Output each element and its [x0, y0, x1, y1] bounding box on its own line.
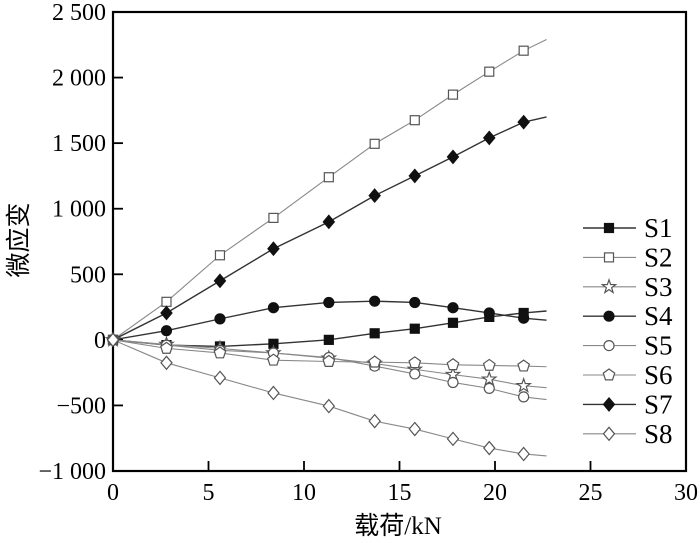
legend-marker-S8: [602, 426, 616, 442]
x-tick-label: 25: [579, 480, 603, 506]
series-S8-marker: [213, 370, 227, 386]
series-S2-line: [112, 39, 547, 341]
series-S2-marker: [323, 172, 334, 183]
series-S6-marker: [446, 358, 460, 371]
y-tick-label: 2 500: [52, 0, 106, 26]
series-S4-marker: [447, 302, 459, 314]
series-S8-marker: [106, 332, 120, 348]
series-S7-marker: [322, 214, 336, 230]
series-S4-marker: [214, 313, 226, 325]
series-S5-marker: [409, 368, 421, 380]
legend-marker-S5: [603, 340, 615, 352]
series-S6-marker: [517, 359, 531, 372]
series-S3-marker: [480, 370, 498, 387]
x-axis-title: 载荷/kN: [354, 513, 442, 540]
series-S5-marker: [518, 391, 530, 403]
series-S8-marker: [160, 355, 173, 371]
series-S1-marker: [369, 328, 380, 339]
series-S1-marker: [409, 323, 420, 334]
series-S1-marker: [323, 334, 334, 345]
series-S2-marker: [161, 296, 172, 307]
series-S4-marker: [323, 296, 335, 309]
series-S1-marker: [447, 317, 459, 328]
plot-border: [111, 10, 688, 473]
x-tick-label: 30: [674, 480, 698, 506]
series-S7-marker: [408, 168, 422, 184]
series-S7-marker: [517, 114, 530, 130]
legend-label-S4: S4: [644, 301, 673, 331]
x-tick-label: 15: [388, 480, 412, 506]
series-S8-marker: [368, 413, 381, 429]
series-S8-marker: [517, 446, 530, 462]
y-tick-label: 2 000: [52, 66, 106, 92]
series-S4-marker: [267, 302, 280, 314]
legend-label-S3: S3: [644, 272, 673, 302]
series-S2-marker: [369, 138, 380, 149]
legend-label-S7: S7: [644, 389, 673, 419]
y-tick-label: −1 000: [38, 459, 106, 485]
series-S5-marker: [447, 376, 459, 389]
series-S2-marker: [518, 45, 529, 56]
series-S2-marker: [447, 89, 459, 100]
legend-marker-S3: [600, 277, 618, 294]
y-tick-label: 500: [70, 262, 106, 288]
legend-label-S1: S1: [644, 213, 673, 243]
y-axis-title: 微应变: [6, 202, 33, 278]
y-tick-label: 0: [94, 328, 106, 354]
series-S7-marker: [482, 130, 496, 146]
legend-marker-S6: [602, 368, 616, 381]
series-S7-marker: [267, 241, 280, 257]
series-S8-marker: [482, 440, 496, 456]
series-S5-line: [112, 339, 547, 401]
legend-marker-S2: [603, 252, 615, 263]
series-S7-marker: [446, 149, 460, 165]
legend-label-S2: S2: [644, 242, 673, 272]
series-S4-marker: [369, 295, 381, 307]
series-S4-marker: [518, 312, 530, 324]
series-S8-marker: [446, 431, 460, 447]
y-tick-label: 1 500: [52, 131, 106, 157]
series-S8-marker: [322, 398, 336, 414]
legend-label-S6: S6: [644, 360, 673, 390]
legend-marker-S1: [603, 222, 615, 234]
series-S7-marker: [160, 305, 173, 321]
series-S6-marker: [160, 341, 173, 354]
x-tick-label: 20: [483, 480, 507, 506]
series-S8-marker: [267, 385, 280, 401]
series-S6-marker: [408, 356, 422, 369]
x-tick-label: 10: [292, 480, 316, 506]
legend-marker-S4: [603, 310, 615, 322]
series-S2-marker: [214, 250, 226, 261]
series-S4-marker: [483, 307, 495, 319]
series-S2-marker: [409, 115, 420, 126]
series-S4-marker: [409, 296, 421, 309]
legend-label-S5: S5: [644, 331, 673, 361]
legend-marker-S7: [602, 396, 616, 412]
legend-label-S8: S8: [644, 419, 673, 449]
series-S7-marker: [368, 188, 381, 204]
y-tick-label: −500: [56, 393, 106, 419]
series-S4-marker: [160, 325, 173, 337]
series-S3-marker: [515, 376, 533, 393]
series-S2-marker: [268, 212, 279, 223]
x-tick-label: 0: [107, 480, 119, 506]
y-tick-label: 1 000: [52, 197, 106, 223]
series-S6-marker: [482, 358, 496, 371]
x-tick-label: 5: [203, 480, 215, 506]
series-S5-marker: [483, 382, 495, 394]
series-S7-marker: [213, 273, 227, 289]
series-S6-marker: [213, 346, 227, 359]
series-S6-marker: [368, 355, 382, 368]
series-S2-marker: [484, 66, 495, 77]
series-S8-marker: [408, 421, 422, 437]
series-S6-marker: [322, 354, 336, 367]
series-S6-marker: [267, 353, 280, 366]
